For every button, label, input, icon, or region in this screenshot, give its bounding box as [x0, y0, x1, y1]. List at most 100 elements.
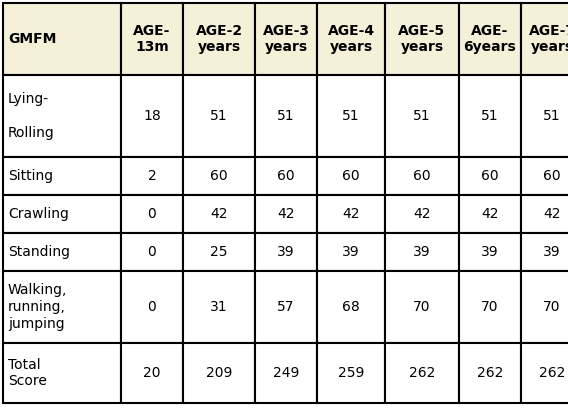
Bar: [521, 157, 568, 195]
Text: 42: 42: [343, 207, 360, 221]
Text: 2: 2: [148, 169, 156, 183]
Text: 60: 60: [543, 169, 561, 183]
Bar: [255, 343, 317, 403]
Bar: [459, 157, 521, 195]
Text: 259: 259: [338, 366, 364, 380]
Bar: [3, 233, 121, 271]
Text: 18: 18: [143, 109, 161, 123]
Text: 42: 42: [277, 207, 295, 221]
Text: Sitting: Sitting: [8, 169, 53, 183]
Text: 39: 39: [342, 245, 360, 259]
Text: 25: 25: [210, 245, 228, 259]
Text: Standing: Standing: [8, 245, 70, 259]
Text: 209: 209: [206, 366, 232, 380]
Bar: [255, 233, 317, 271]
Text: 60: 60: [277, 169, 295, 183]
Text: 51: 51: [413, 109, 431, 123]
Bar: [183, 75, 255, 157]
Bar: [183, 3, 255, 75]
Bar: [3, 195, 121, 233]
Text: 57: 57: [277, 300, 295, 314]
Bar: [183, 233, 255, 271]
Bar: [183, 343, 255, 403]
Text: AGE-
13m: AGE- 13m: [133, 24, 171, 54]
Bar: [255, 271, 317, 343]
Text: AGE-3
years: AGE-3 years: [262, 24, 310, 54]
Text: 51: 51: [543, 109, 561, 123]
Bar: [121, 3, 183, 75]
Text: 70: 70: [543, 300, 561, 314]
Bar: [317, 343, 385, 403]
Text: 70: 70: [414, 300, 431, 314]
Text: 0: 0: [148, 245, 156, 259]
Bar: [385, 3, 459, 75]
Bar: [317, 75, 385, 157]
Text: Walking,
running,
jumping: Walking, running, jumping: [8, 283, 68, 331]
Bar: [255, 3, 317, 75]
Text: 60: 60: [210, 169, 228, 183]
Text: 39: 39: [413, 245, 431, 259]
Bar: [255, 195, 317, 233]
Bar: [255, 75, 317, 157]
Bar: [121, 233, 183, 271]
Text: AGE-
6years: AGE- 6years: [463, 24, 516, 54]
Bar: [317, 233, 385, 271]
Bar: [317, 157, 385, 195]
Bar: [385, 271, 459, 343]
Bar: [459, 3, 521, 75]
Text: 60: 60: [342, 169, 360, 183]
Bar: [385, 343, 459, 403]
Bar: [121, 343, 183, 403]
Bar: [385, 75, 459, 157]
Text: 68: 68: [342, 300, 360, 314]
Text: AGE-4
years: AGE-4 years: [327, 24, 374, 54]
Bar: [317, 3, 385, 75]
Bar: [459, 195, 521, 233]
Bar: [521, 195, 568, 233]
Bar: [521, 343, 568, 403]
Text: 51: 51: [481, 109, 499, 123]
Bar: [183, 195, 255, 233]
Bar: [121, 271, 183, 343]
Text: 0: 0: [148, 207, 156, 221]
Bar: [317, 195, 385, 233]
Text: 39: 39: [481, 245, 499, 259]
Bar: [521, 271, 568, 343]
Text: Total
Score: Total Score: [8, 358, 47, 389]
Text: GMFM: GMFM: [8, 32, 56, 46]
Text: 51: 51: [342, 109, 360, 123]
Bar: [3, 343, 121, 403]
Text: 262: 262: [477, 366, 503, 380]
Bar: [121, 75, 183, 157]
Text: Lying-

Rolling: Lying- Rolling: [8, 92, 55, 140]
Bar: [459, 343, 521, 403]
Bar: [317, 271, 385, 343]
Text: AGE-2
years: AGE-2 years: [195, 24, 243, 54]
Text: 70: 70: [481, 300, 499, 314]
Text: 42: 42: [481, 207, 499, 221]
Text: 31: 31: [210, 300, 228, 314]
Bar: [521, 233, 568, 271]
Bar: [3, 75, 121, 157]
Bar: [3, 271, 121, 343]
Bar: [385, 157, 459, 195]
Bar: [521, 3, 568, 75]
Text: AGE-7
years: AGE-7 years: [528, 24, 568, 54]
Bar: [255, 157, 317, 195]
Bar: [385, 195, 459, 233]
Text: 60: 60: [481, 169, 499, 183]
Bar: [521, 75, 568, 157]
Bar: [459, 271, 521, 343]
Bar: [121, 157, 183, 195]
Text: 39: 39: [277, 245, 295, 259]
Text: 42: 42: [414, 207, 431, 221]
Text: 0: 0: [148, 300, 156, 314]
Bar: [385, 233, 459, 271]
Text: 249: 249: [273, 366, 299, 380]
Text: 39: 39: [543, 245, 561, 259]
Text: 42: 42: [543, 207, 561, 221]
Bar: [121, 195, 183, 233]
Text: 262: 262: [409, 366, 435, 380]
Text: 42: 42: [210, 207, 228, 221]
Text: 20: 20: [143, 366, 161, 380]
